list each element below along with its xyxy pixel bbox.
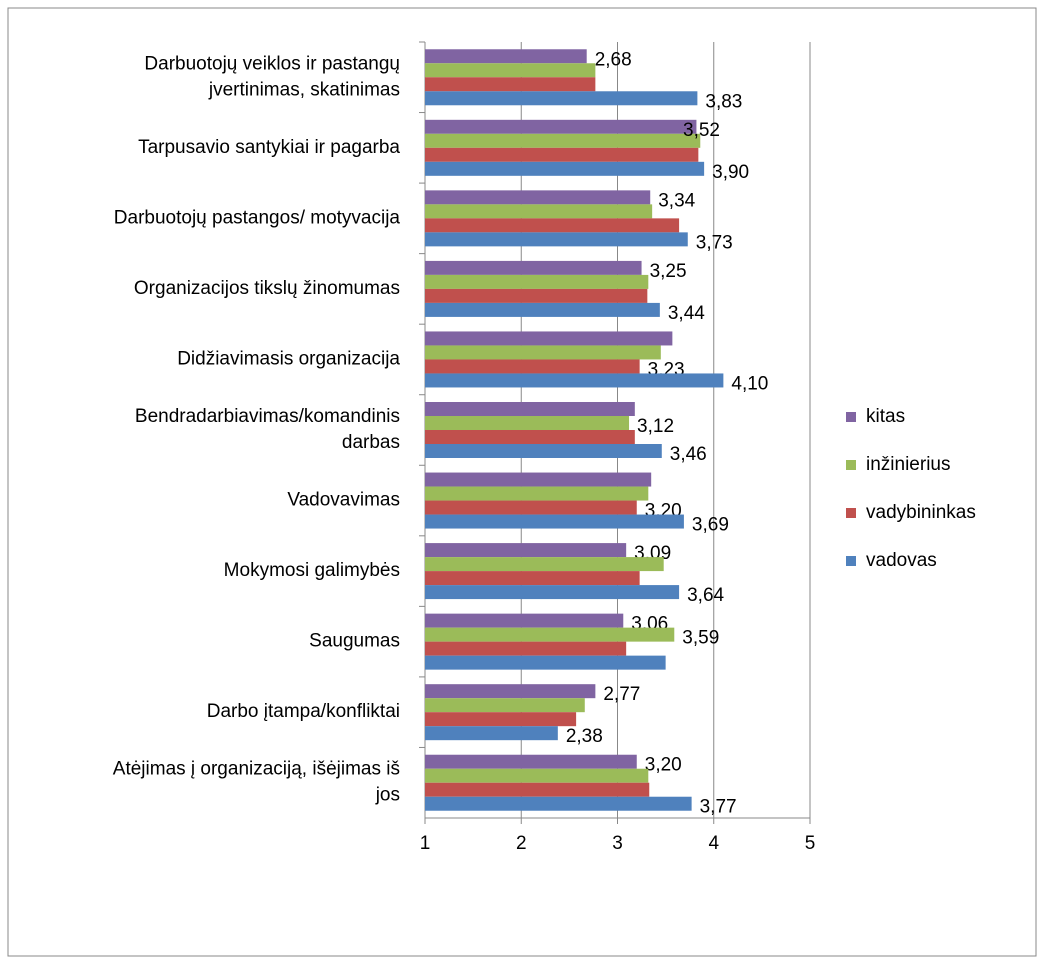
bar xyxy=(425,472,652,487)
legend-marker xyxy=(846,412,856,422)
y-tick-label: Atėjimas į organizaciją, išėjimas iš jos xyxy=(113,759,400,806)
bar xyxy=(425,302,660,317)
bar xyxy=(425,190,651,205)
bar xyxy=(425,514,684,529)
bar xyxy=(425,712,577,727)
bar xyxy=(425,585,680,600)
x-tick-label: 2 xyxy=(516,833,527,854)
bar xyxy=(425,655,666,670)
data-label: 3,83 xyxy=(705,91,742,112)
bar xyxy=(425,486,649,501)
bar xyxy=(425,684,596,699)
data-label: 3,34 xyxy=(658,190,695,211)
bar xyxy=(425,754,637,769)
annotation: 3,52 xyxy=(683,120,720,141)
bar xyxy=(425,91,698,106)
legend-label: inžinierius xyxy=(866,454,950,475)
bar xyxy=(425,500,637,515)
x-tick-label: 3 xyxy=(612,833,623,854)
bar xyxy=(425,359,640,374)
data-label: 3,59 xyxy=(682,628,719,649)
data-label: 4,10 xyxy=(731,373,768,394)
bar xyxy=(425,204,653,219)
bar xyxy=(425,641,627,656)
bar xyxy=(425,218,680,233)
bar xyxy=(425,274,649,289)
legend-marker xyxy=(846,556,856,566)
bar xyxy=(425,613,624,628)
bar xyxy=(425,49,587,64)
bar xyxy=(425,331,673,346)
data-label: 3,20 xyxy=(645,755,682,776)
y-tick-label: Vadovavimas xyxy=(287,490,400,511)
data-label: 2,38 xyxy=(566,726,603,747)
y-tick-label: Mokymosi galimybės xyxy=(224,560,400,581)
bar xyxy=(425,63,596,78)
y-tick-label: Didžiavimasis organizacija xyxy=(177,348,400,369)
bar xyxy=(425,161,705,176)
y-tick-label: Darbo įtampa/konfliktai xyxy=(207,701,400,722)
data-label: 3,64 xyxy=(687,585,724,606)
bar xyxy=(425,232,688,247)
x-tick-label: 4 xyxy=(708,833,719,854)
bar xyxy=(425,77,596,92)
bar xyxy=(425,402,635,416)
bar xyxy=(425,288,648,303)
bar xyxy=(425,768,649,783)
data-label: 3,25 xyxy=(650,261,687,282)
data-label: 2,77 xyxy=(603,684,640,705)
bar xyxy=(425,147,699,162)
x-tick-label: 1 xyxy=(420,833,431,854)
legend-label: vadovas xyxy=(866,550,937,571)
data-label: 3,69 xyxy=(692,515,729,536)
data-label: 3,12 xyxy=(637,416,674,437)
y-tick-label: Darbuotojų veiklos ir pastangų jvertinima… xyxy=(144,53,400,100)
bar xyxy=(425,796,692,811)
y-tick-label: Organizacijos tikslų žinomumas xyxy=(134,278,400,299)
bar xyxy=(425,782,650,797)
data-label: 3,77 xyxy=(700,797,737,818)
y-tick-label: Bendradarbiavimas/komandinis darbas xyxy=(135,406,400,453)
legend-marker xyxy=(846,460,856,470)
data-label: 3,44 xyxy=(668,303,705,324)
bar xyxy=(425,543,627,558)
bar xyxy=(425,373,724,388)
y-tick-label: Tarpusavio santykiai ir pagarba xyxy=(138,137,400,158)
legend-marker xyxy=(846,508,856,518)
bar xyxy=(425,260,642,275)
bar xyxy=(425,430,635,444)
data-label: 3,46 xyxy=(670,444,707,465)
data-label: 2,68 xyxy=(595,49,632,70)
bar xyxy=(425,571,640,586)
bar xyxy=(425,726,558,741)
bar xyxy=(425,416,630,430)
y-tick-label: Saugumas xyxy=(309,631,400,652)
bar xyxy=(425,119,697,134)
bar xyxy=(425,133,701,148)
legend-label: vadybininkas xyxy=(866,502,976,523)
data-label: 3,90 xyxy=(712,162,749,183)
legend-label: kitas xyxy=(866,406,905,427)
data-label: 3,73 xyxy=(696,232,733,253)
y-tick-label: Darbuotojų pastangos/ motyvacija xyxy=(114,207,401,228)
x-tick-label: 5 xyxy=(805,833,816,854)
bar xyxy=(425,557,664,572)
bar xyxy=(425,345,661,360)
bar xyxy=(425,698,585,713)
bar xyxy=(425,627,675,642)
bar xyxy=(425,444,662,458)
